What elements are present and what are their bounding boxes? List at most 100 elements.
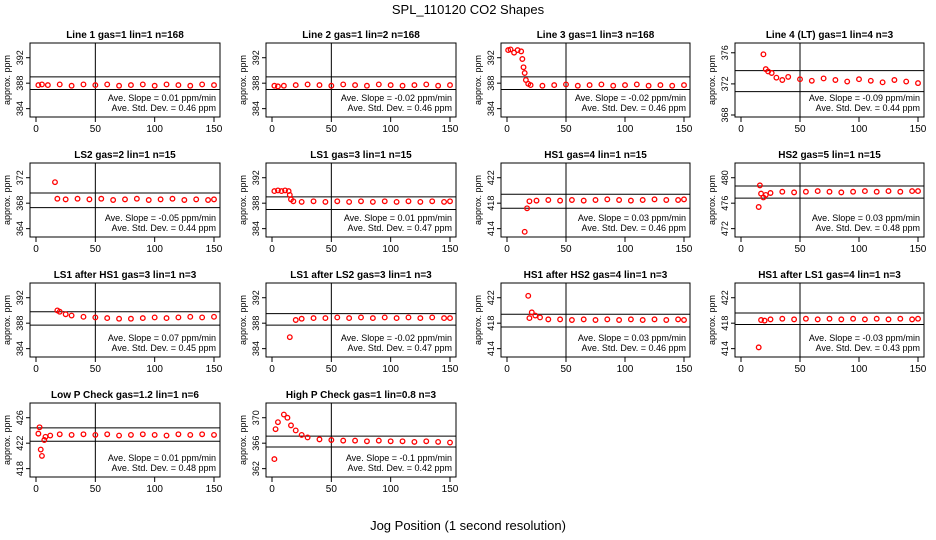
data-point xyxy=(675,197,682,203)
data-point xyxy=(104,315,111,322)
chart-panel: LS1 after LS2 gas=3 lin=1 n=3 0 50 100 150 38… xyxy=(238,270,459,375)
x-axis-caption: Jog Position (1 second resolution) xyxy=(370,518,566,533)
data-point xyxy=(563,81,569,88)
y-axis-label: approx. ppm xyxy=(2,175,12,225)
y-tick-label: 392 xyxy=(486,50,496,65)
panel-title: Line 3 gas=1 lin=3 n=168 xyxy=(537,30,655,41)
x-tick-label: 0 xyxy=(738,244,744,255)
x-tick-label: 0 xyxy=(33,484,39,495)
y-tick-label: 414 xyxy=(486,221,496,236)
chart-panel: HS1 after HS2 gas=4 lin=1 n=3 0 50 100 150 41… xyxy=(473,270,693,375)
data-point xyxy=(435,82,442,89)
data-point xyxy=(429,314,436,321)
data-point xyxy=(447,439,453,446)
x-tick-label: 150 xyxy=(910,124,927,135)
x-tick-label: 100 xyxy=(851,244,868,255)
y-tick-label: 388 xyxy=(15,316,25,331)
panel-title: HS2 gas=5 lin=1 n=15 xyxy=(778,150,881,161)
y-axis-label: approx. ppm xyxy=(238,55,248,105)
x-tick-label: 50 xyxy=(794,364,806,375)
data-point xyxy=(417,315,424,322)
data-point xyxy=(292,82,299,89)
data-point xyxy=(633,81,640,88)
chart-panel: HS1 after LS1 gas=4 lin=1 n=3 0 50 100 150 41… xyxy=(707,270,927,375)
data-point xyxy=(767,190,774,196)
data-point xyxy=(328,82,335,89)
data-point xyxy=(533,197,540,204)
y-tick-label: 426 xyxy=(15,410,25,425)
data-point xyxy=(340,81,347,88)
data-point xyxy=(282,187,289,194)
data-point xyxy=(375,437,382,444)
x-tick-label: 100 xyxy=(382,484,399,495)
data-point xyxy=(163,315,170,322)
data-point xyxy=(897,315,904,322)
data-point xyxy=(187,313,194,320)
panel-title: LS1 gas=3 lin=1 n=15 xyxy=(310,150,412,161)
data-point xyxy=(768,70,775,76)
y-tick-label: 418 xyxy=(486,196,496,211)
data-point xyxy=(537,314,543,321)
panel-title: Low P Check gas=1.2 lin=1 n=6 xyxy=(51,390,199,401)
slope-annotation: Ave. Slope = -0.03 ppm/min xyxy=(809,333,920,343)
plot-frame xyxy=(734,282,925,358)
x-tick-label: 100 xyxy=(382,244,399,255)
x-tick-label: 50 xyxy=(326,244,338,255)
data-point xyxy=(767,316,774,323)
std-dev-annotation: Ave. Std. Dev. = 0.47 ppm xyxy=(348,223,452,233)
data-point xyxy=(163,432,170,439)
data-point xyxy=(328,437,335,443)
std-dev-annotation: Ave. Std. Dev. = 0.48 ppm xyxy=(816,223,920,233)
data-point xyxy=(399,438,406,445)
data-point xyxy=(756,182,763,189)
x-tick-label: 100 xyxy=(851,124,868,135)
data-point xyxy=(521,228,528,235)
data-point xyxy=(272,426,279,433)
plot-frame xyxy=(734,162,925,238)
data-point xyxy=(280,411,287,418)
x-tick-label: 50 xyxy=(326,484,338,495)
panel-title: Line 4 (LT) gas=1 lin=4 n=3 xyxy=(766,30,894,41)
x-tick-label: 0 xyxy=(269,124,275,135)
data-point xyxy=(844,78,851,85)
slope-annotation: Ave. Slope = -0.02 ppm/min xyxy=(341,333,452,343)
data-point xyxy=(826,188,833,195)
x-tick-label: 0 xyxy=(269,244,275,255)
data-point xyxy=(758,317,765,323)
data-point xyxy=(346,198,353,205)
std-dev-annotation: Ave. Std. Dev. = 0.46 ppm xyxy=(348,103,452,113)
y-tick-label: 376 xyxy=(720,45,730,60)
chart-panel: Line 2 gas=1 lin=2 n=168 0 50 100 150 384 388 3… xyxy=(238,30,459,135)
data-point xyxy=(861,316,868,323)
data-point xyxy=(352,437,359,444)
chart-panel: LS2 gas=2 lin=1 n=15 0 50 100 150 364 368 372ap… xyxy=(2,150,223,255)
data-point xyxy=(797,76,803,83)
data-point xyxy=(675,316,682,323)
x-tick-label: 0 xyxy=(33,124,39,135)
data-point xyxy=(310,315,317,322)
x-tick-label: 100 xyxy=(146,124,163,135)
slope-annotation: Ave. Slope = -0.1 ppm/min xyxy=(346,453,452,463)
data-point xyxy=(139,315,146,322)
data-point xyxy=(441,198,448,205)
y-axis-label: approx. ppm xyxy=(238,175,248,225)
data-point xyxy=(375,81,382,88)
data-point xyxy=(891,77,898,83)
data-point xyxy=(56,81,63,88)
data-point xyxy=(808,77,815,84)
x-tick-label: 100 xyxy=(617,244,634,255)
data-point xyxy=(915,188,921,195)
x-tick-label: 50 xyxy=(560,244,572,255)
data-point xyxy=(199,81,206,88)
std-dev-annotation: Ave. Std. Dev. = 0.44 ppm xyxy=(112,223,216,233)
data-point xyxy=(205,197,212,203)
data-point xyxy=(286,334,293,341)
y-tick-label: 422 xyxy=(720,290,730,305)
data-point xyxy=(290,198,297,205)
data-point xyxy=(580,197,587,204)
data-point xyxy=(271,82,278,89)
chart-panel: HS1 gas=4 lin=1 n=15 0 50 100 150 414 418 422ap… xyxy=(473,150,693,255)
x-tick-label: 150 xyxy=(910,244,927,255)
slope-annotation: Ave. Slope = 0.03 ppm/min xyxy=(578,213,686,223)
